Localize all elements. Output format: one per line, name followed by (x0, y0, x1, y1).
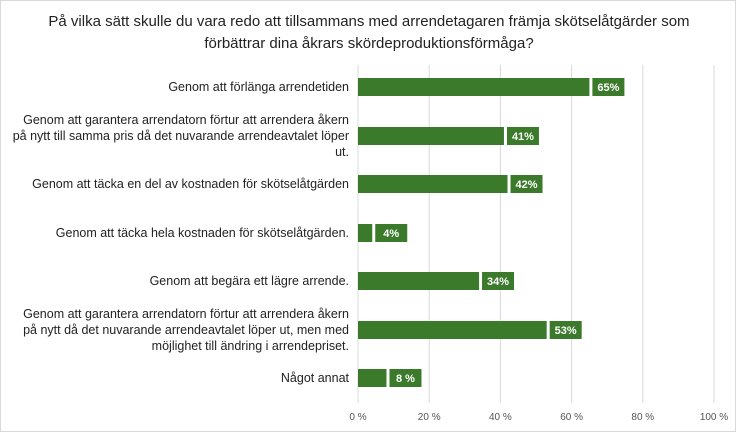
bar (358, 127, 504, 145)
x-tick-label: 60 % (560, 412, 583, 423)
bar (358, 272, 480, 290)
data-label-box (389, 369, 422, 387)
data-label-box (549, 321, 582, 339)
x-tick-label: 40 % (489, 412, 512, 423)
x-tick-label: 80 % (631, 412, 654, 423)
category-label: Genom att täcka en del av kostnaden för … (32, 177, 349, 191)
bar (358, 321, 547, 339)
bar (358, 175, 508, 193)
category-label: Något annat (280, 371, 349, 385)
data-label-box (592, 78, 625, 96)
data-label-box (482, 272, 515, 290)
x-tick-label: 20 % (418, 412, 441, 423)
data-label: 53% (555, 325, 577, 337)
x-tick-label: 0 % (349, 412, 366, 423)
data-label: 4% (383, 228, 399, 240)
chart-title: På vilka sätt skulle du vara redo att ti… (48, 13, 690, 52)
data-label: 34% (487, 276, 509, 288)
category-label: Genom att begära ett lägre arrende. (149, 274, 349, 288)
bar (358, 369, 387, 387)
data-label-box (506, 127, 539, 145)
data-label-box (375, 224, 408, 242)
data-label: 41% (512, 131, 534, 143)
data-label-box (510, 175, 543, 193)
bar (358, 78, 590, 96)
category-label: Genom att garantera arrendatorn förtur a… (12, 113, 349, 159)
bar (358, 224, 373, 242)
data-label: 65% (597, 82, 619, 94)
x-tick-label: 100 % (700, 412, 728, 423)
category-label: Genom att täcka hela kostnaden för sköts… (55, 226, 349, 240)
data-label: 42% (516, 179, 538, 191)
category-label: Genom att garantera arrendatorn förtur a… (23, 307, 349, 353)
data-label: 8 % (396, 373, 415, 385)
category-label: Genom att förlänga arrendetiden (168, 80, 349, 94)
